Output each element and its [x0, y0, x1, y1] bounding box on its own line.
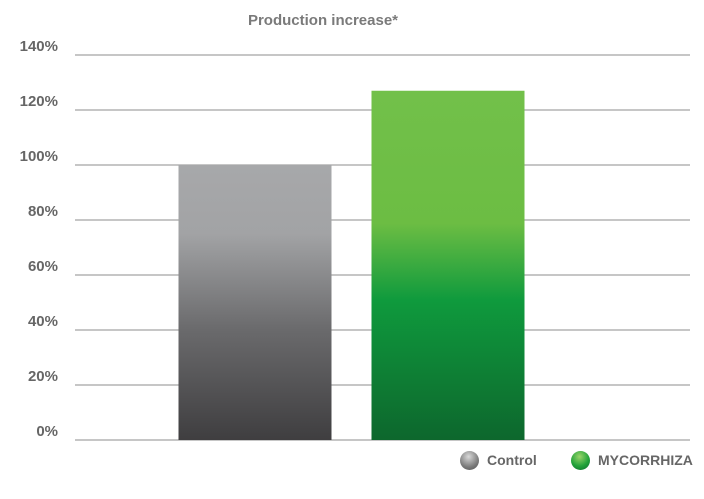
y-tick-label: 60% — [28, 258, 58, 275]
y-tick-label: 40% — [28, 313, 58, 330]
bar-mycorrhiza — [371, 90, 525, 440]
legend-label-control: Control — [487, 452, 537, 468]
legend-item-control: Control — [460, 448, 537, 472]
y-tick-label: 140% — [20, 38, 58, 55]
legend-item-mycorrhiza: MYCORRHIZA — [571, 448, 693, 472]
y-tick-label: 20% — [28, 368, 58, 385]
bar-control — [178, 165, 332, 440]
legend-label-mycorrhiza: MYCORRHIZA — [598, 452, 693, 468]
chart-title: Production increase* — [247, 12, 399, 29]
y-tick-label: 100% — [20, 148, 58, 165]
legend-swatch-control — [460, 450, 479, 470]
y-tick-label: 0% — [36, 423, 58, 440]
y-tick-label: 80% — [28, 203, 58, 220]
y-tick-label: 120% — [20, 93, 58, 110]
legend-swatch-mycorrhiza — [571, 450, 590, 470]
